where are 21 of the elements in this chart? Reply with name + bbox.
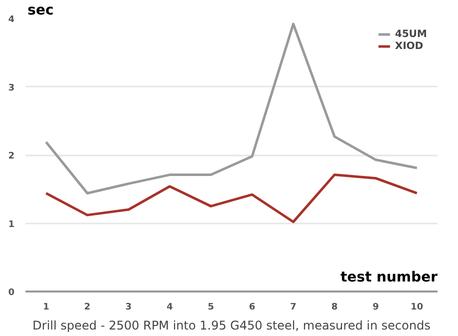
y-tick-label: 1 [8, 220, 15, 230]
text: Drill speed - 2500 RPM into 1.95 G450 steel, measured in seconds [32, 318, 430, 332]
y-tick-label: 0 [8, 288, 15, 298]
x-tick-label: 2 [84, 302, 90, 312]
x-tick-label: 9 [372, 302, 379, 312]
y-tick-label: 2 [8, 152, 15, 162]
x-tick-label: 4 [166, 302, 173, 312]
x-tick-label: 7 [290, 302, 296, 312]
x-axis-title: test number [340, 270, 438, 286]
x-tick-label: 1 [42, 302, 50, 312]
x-tick-label: 10 [410, 302, 424, 312]
x-tick-label: 5 [208, 302, 214, 312]
x-tick-label: 6 [248, 302, 256, 312]
legend-label: XIOD [395, 40, 424, 52]
y-tick-label: 3 [8, 83, 15, 94]
y-tick-label: 4 [8, 15, 15, 25]
x-tick-label: 3 [125, 302, 132, 312]
legend-label: 45UM [395, 28, 427, 40]
x-tick-label: 8 [331, 302, 338, 312]
y-axis-title: sec [28, 2, 54, 18]
line-series [44, 174, 418, 224]
